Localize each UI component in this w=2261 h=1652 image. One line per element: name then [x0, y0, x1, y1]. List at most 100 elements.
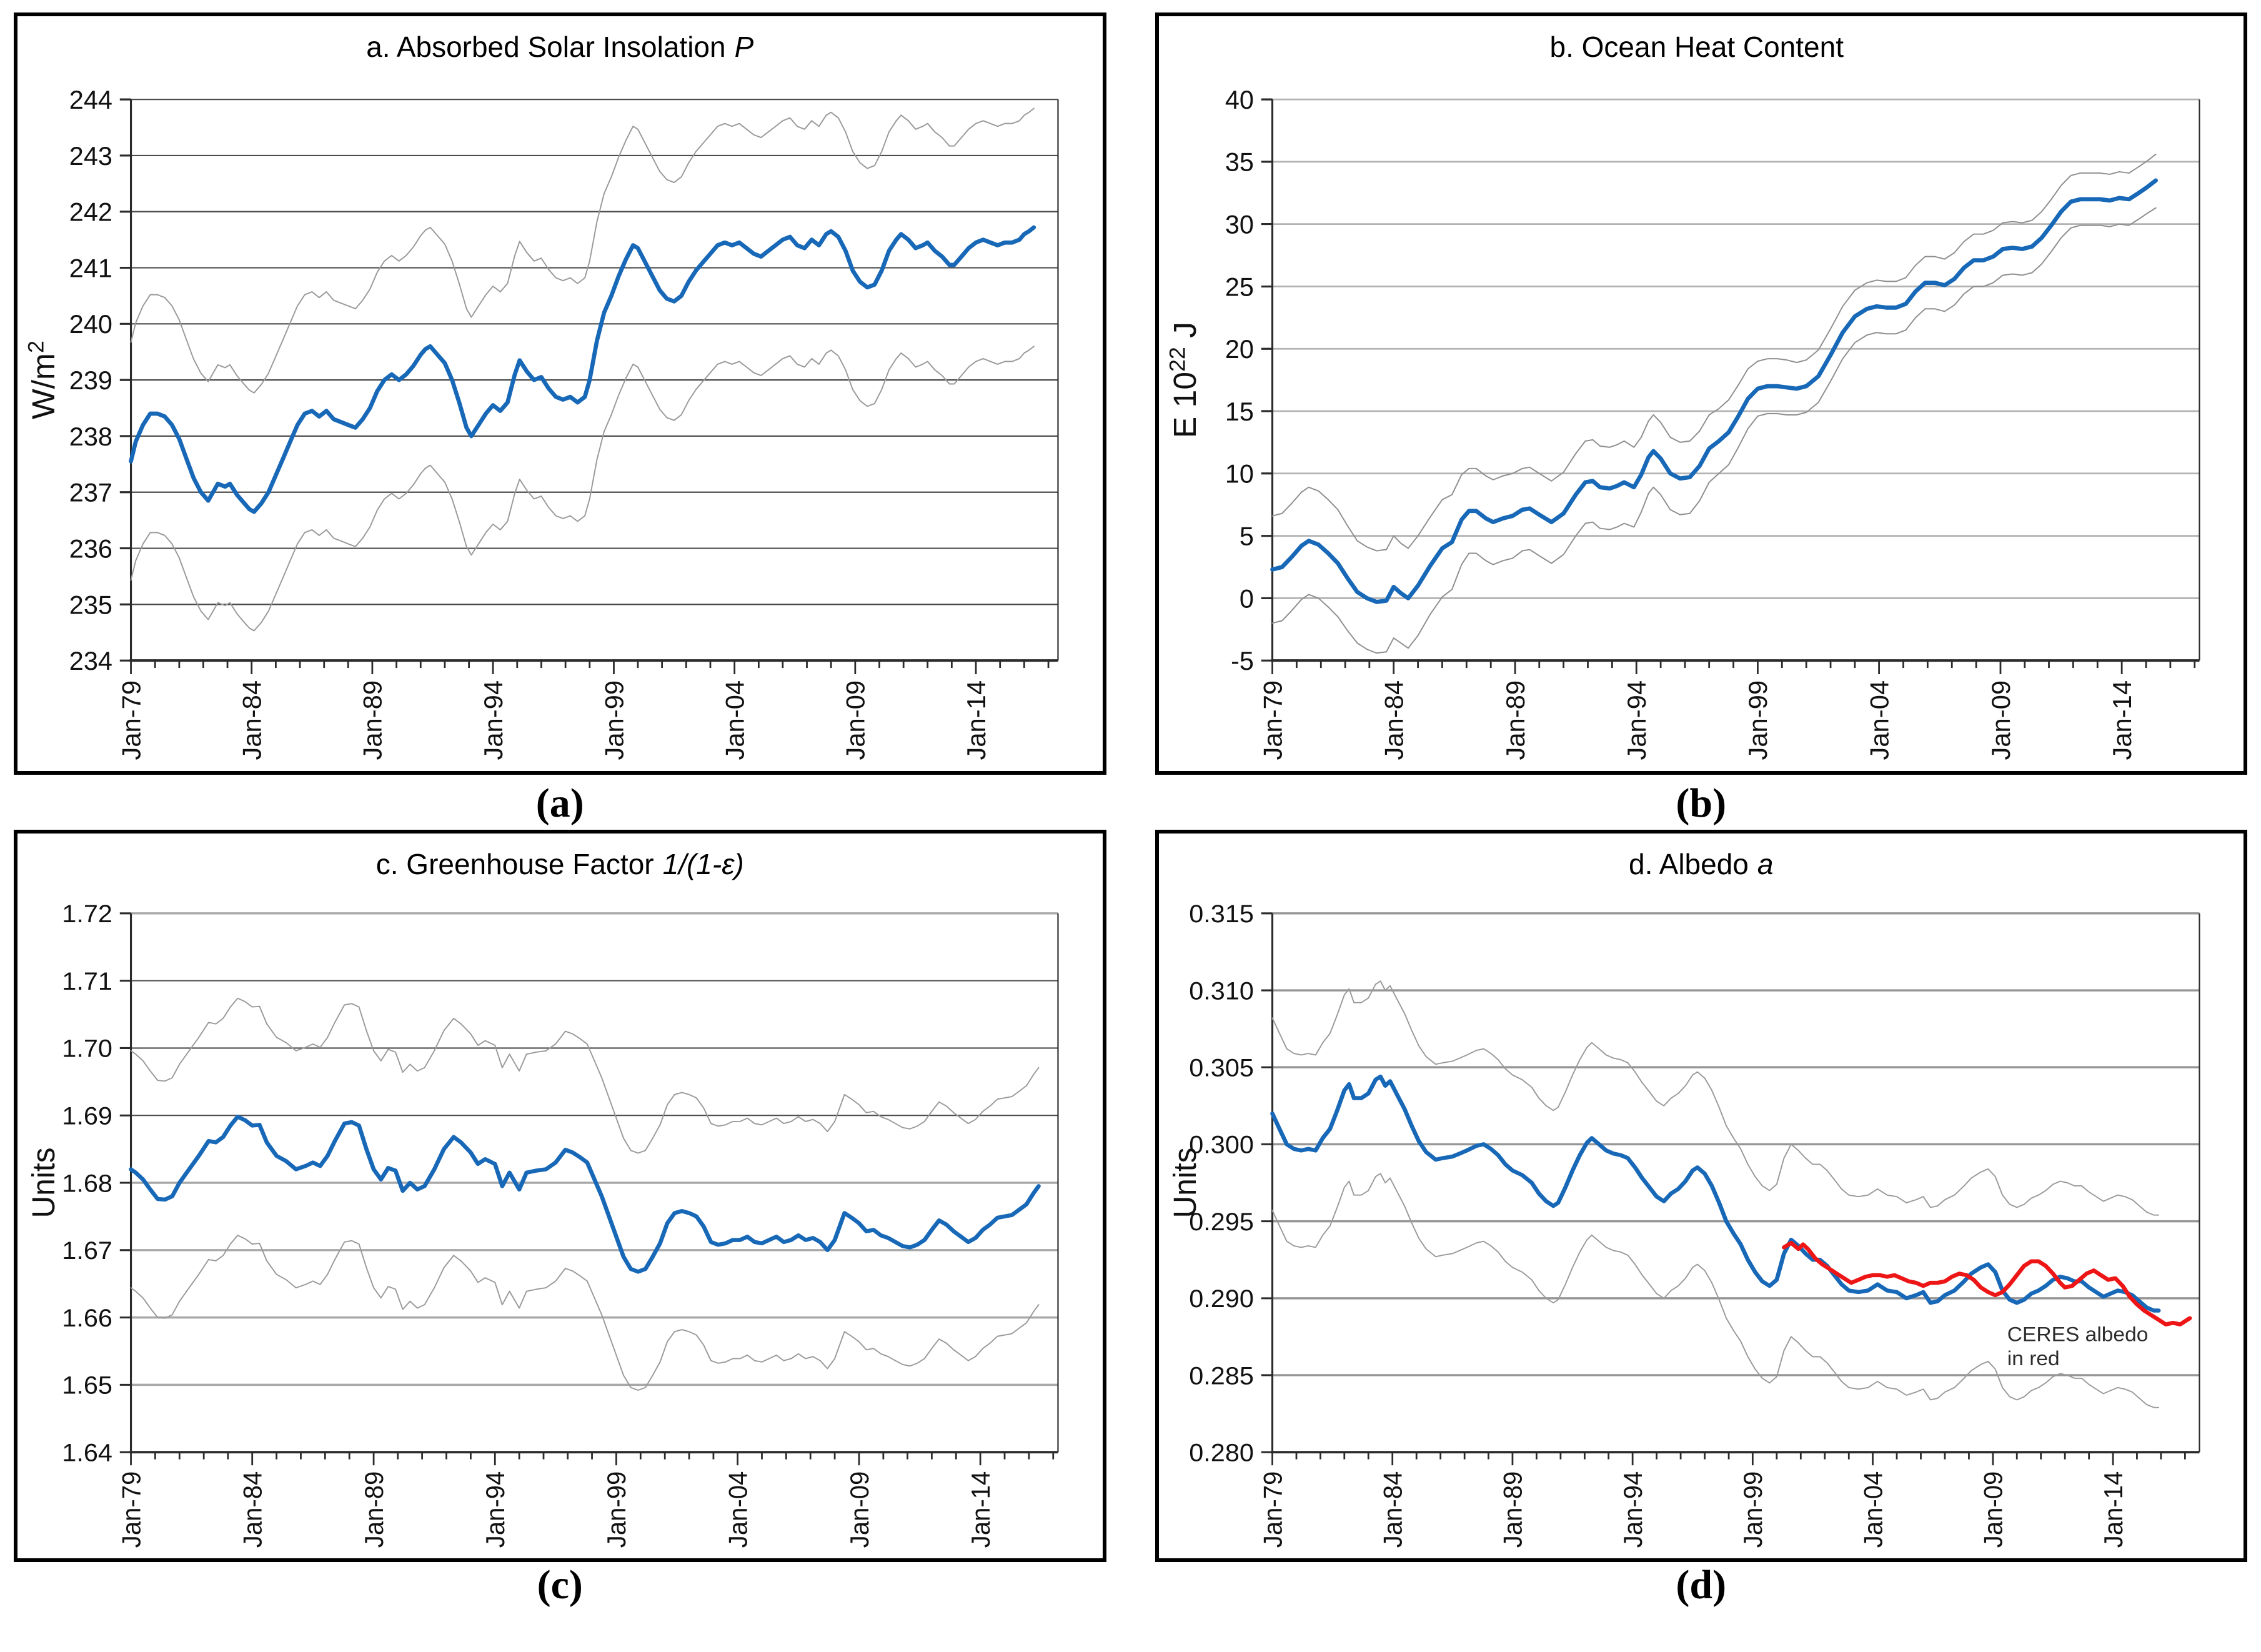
y-tick-label: 1.65	[62, 1371, 112, 1399]
series-greenhouse-factor	[129, 1115, 1041, 1274]
panel-c-title-italic: 1/(1-ε)	[662, 848, 744, 880]
chart-ocean-heat-content: -5 0 5 10 15 20 25 30 35 40 Jan-79 Jan-84 Jan-89 Jan-…	[1165, 85, 2200, 760]
caption-c: (c)	[537, 1562, 583, 1608]
panel-d-title: d. Albedo a	[1159, 847, 2244, 881]
panel-b-title: b. Ocean Heat Content	[1159, 30, 2244, 64]
panel-b-title-text: b. Ocean Heat Content	[1549, 31, 1844, 63]
y-tick-label: 0.315	[1189, 900, 1254, 928]
x-tick-label: Jan-89	[359, 1471, 389, 1548]
y-tick-label: 1.64	[62, 1438, 112, 1466]
x-tick-label: Jan-04	[723, 1471, 753, 1548]
y-tick-label: 30	[1225, 209, 1253, 239]
y-tick-label: 241	[69, 253, 112, 282]
y-tick-label: 243	[69, 141, 112, 171]
series-ceres-albedo	[1781, 1240, 2192, 1326]
x-tick-label: Jan-94	[1618, 1471, 1647, 1548]
x-tick-label: Jan-99	[1743, 680, 1772, 760]
x-tick-label: Jan-99	[602, 1471, 632, 1548]
y-tick-label: -5	[1231, 646, 1254, 675]
y-tick-label: 240	[69, 309, 112, 339]
x-tick-label: Jan-79	[117, 1471, 146, 1548]
chart-greenhouse-factor: 1.64 1.65 1.66 1.67 1.68 1.69 1.70 1.71 1.72 Jan-…	[25, 900, 1059, 1548]
chart-absorbed-solar-insolation: 234 235 236 237 238 239 240 241 242 243 244 Jan-79 J…	[24, 85, 1059, 760]
y-tick-label: 235	[69, 590, 112, 619]
y-tick-label: 242	[69, 197, 112, 227]
y-tick-label: 1.67	[62, 1237, 112, 1265]
y-tick-label: 15	[1225, 397, 1253, 426]
x-tick-label: Jan-84	[1378, 1471, 1407, 1548]
panel-a-title-text: a. Absorbed Solar Insolation	[366, 31, 726, 63]
y-tick-label: 0.280	[1189, 1438, 1254, 1466]
series-lower-uncertainty	[130, 346, 1035, 632]
y-tick-label: 1.68	[62, 1169, 112, 1197]
y-tick-label: 0.300	[1189, 1130, 1254, 1158]
chart-albedo: 0.280 0.285 0.290 0.295 0.300 0.305 0.310 0.315…	[1166, 900, 2200, 1548]
series-lower-uncertainty	[1271, 1173, 2159, 1408]
x-tick-label: Jan-14	[2099, 1471, 2128, 1548]
x-tick-label: Jan-04	[1858, 1471, 1887, 1548]
y-tick-label: 1.72	[62, 900, 112, 928]
x-tick-label: Jan-14	[962, 680, 991, 760]
series-upper-uncertainty	[130, 997, 1040, 1154]
y-axis-title: Units	[1166, 1148, 1203, 1218]
x-tick-label: Jan-09	[1985, 680, 2015, 760]
y-tick-label: 0.310	[1189, 977, 1254, 1005]
figure-row-bottom: c. Greenhouse Factor 1/(1-ε) 1.64 1.65 1.66…	[0, 830, 2261, 1608]
y-tick-label: 0.295	[1189, 1208, 1254, 1236]
panel-d: d. Albedo a 0.280 0.285 0.290 0.295 0.300 0.30…	[1155, 830, 2247, 1562]
x-tick-label: Jan-94	[480, 1471, 510, 1548]
caption-a: (a)	[535, 780, 584, 826]
cell-c: c. Greenhouse Factor 1/(1-ε) 1.64 1.65 1.66…	[14, 830, 1106, 1608]
y-tick-label: 10	[1225, 459, 1253, 489]
x-tick-label: Jan-79	[1258, 680, 1287, 760]
y-tick-label: 35	[1225, 147, 1253, 177]
cell-b: b. Ocean Heat Content -5 0 5 10 15 20 25 30 35 40…	[1155, 12, 2247, 830]
x-tick-label: Jan-79	[1258, 1471, 1287, 1548]
panel-c-title-text: c. Greenhouse Factor	[375, 848, 654, 880]
figure-row-top: a. Absorbed Solar Insolation P 234 235 236 2…	[0, 12, 2261, 830]
panel-a-title: a. Absorbed Solar Insolation P	[17, 30, 1103, 64]
y-tick-label: 239	[69, 366, 112, 395]
panel-b: b. Ocean Heat Content -5 0 5 10 15 20 25 30 35 40…	[1155, 12, 2247, 775]
series-upper-uncertainty	[1271, 980, 2159, 1216]
y-tick-label: 0.290	[1189, 1285, 1254, 1313]
y-tick-label: 25	[1225, 272, 1253, 301]
y-tick-label: 0	[1239, 584, 1253, 613]
x-tick-label: Jan-89	[358, 680, 387, 760]
panel-d-title-text: d. Albedo	[1629, 848, 1749, 880]
series-absorbed-solar-insolation	[129, 225, 1036, 514]
series-albedo-mean	[1270, 1074, 2160, 1313]
caption-b: (b)	[1676, 780, 1727, 826]
x-tick-label: Jan-09	[845, 1471, 874, 1548]
y-axis-title: Units	[25, 1148, 61, 1218]
series-lower-uncertainty	[1271, 207, 2157, 654]
x-tick-label: Jan-09	[1979, 1471, 2008, 1548]
panel-d-title-italic: a	[1757, 848, 1774, 880]
x-tick-label: Jan-04	[720, 680, 750, 760]
x-tick-label: Jan-94	[1622, 680, 1651, 760]
y-tick-label: 1.69	[62, 1102, 112, 1130]
x-tick-label: Jan-09	[841, 680, 870, 760]
x-tick-label: Jan-04	[1864, 680, 1894, 760]
y-tick-label: 40	[1225, 85, 1253, 114]
panel-c-title: c. Greenhouse Factor 1/(1-ε)	[17, 847, 1103, 881]
panel-c: c. Greenhouse Factor 1/(1-ε) 1.64 1.65 1.66…	[14, 830, 1106, 1562]
y-tick-label: 0.285	[1189, 1361, 1254, 1390]
y-tick-label: 244	[69, 85, 112, 114]
cell-d: d. Albedo a 0.280 0.285 0.290 0.295 0.300 0.30…	[1155, 830, 2247, 1608]
y-tick-label: 1.66	[62, 1304, 112, 1332]
panel-a: a. Absorbed Solar Insolation P 234 235 236 2…	[14, 12, 1106, 775]
x-tick-label: Jan-84	[237, 680, 267, 760]
y-tick-label: 236	[69, 534, 112, 563]
x-tick-label: Jan-89	[1501, 680, 1530, 760]
series-upper-uncertainty	[130, 107, 1035, 394]
y-tick-label: 1.70	[62, 1034, 112, 1062]
caption-d: (d)	[1676, 1562, 1727, 1608]
y-tick-label: 238	[69, 422, 112, 451]
x-tick-label: Jan-84	[238, 1471, 267, 1548]
x-tick-label: Jan-89	[1498, 1471, 1528, 1548]
series-lower-uncertainty	[130, 1235, 1040, 1391]
cell-a: a. Absorbed Solar Insolation P 234 235 236 2…	[14, 12, 1106, 830]
figure-page: a. Absorbed Solar Insolation P 234 235 236 2…	[0, 12, 2261, 1608]
y-tick-label: 234	[69, 646, 112, 675]
